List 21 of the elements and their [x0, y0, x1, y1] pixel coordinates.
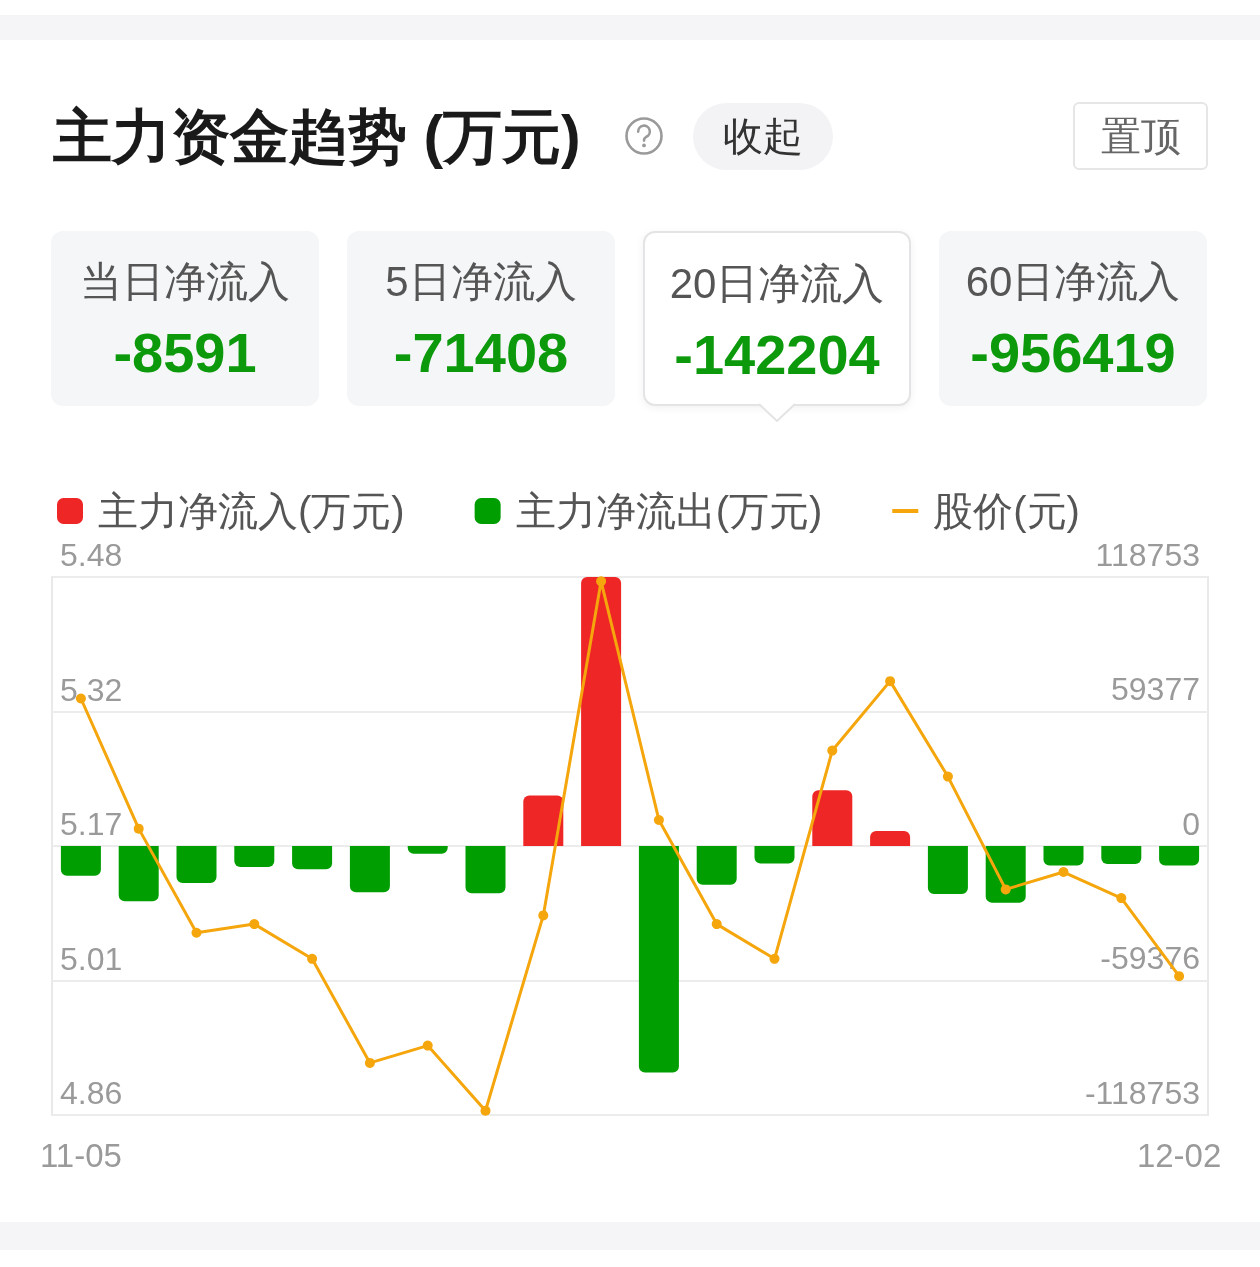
y-tick-label: 5.17: [60, 806, 123, 842]
text: 主力资金趋势 (万元): [53, 104, 581, 170]
stat-card: 20日净流入 -142204: [643, 231, 911, 406]
collapse-button: 收起: [693, 103, 833, 170]
y-tick-label: 4.86: [60, 1075, 123, 1111]
legend-label: 主力净流入(万元): [98, 489, 405, 533]
y-tick-label: 5.01: [60, 940, 123, 977]
y-tick-label: 5.48: [60, 537, 123, 573]
stat-card: 60日净流入 -956419: [939, 231, 1207, 406]
legend-label: 主力净流出(万元): [515, 489, 823, 533]
y2-tick-label: 0: [1182, 806, 1200, 842]
x-tick-label: 11-05: [39, 1137, 122, 1174]
pin-button: 置顶: [1073, 102, 1208, 170]
x-tick-label: 12-02: [1136, 1137, 1222, 1174]
y2-tick-label: 118753: [1095, 537, 1200, 573]
stat-card: 5日净流入 -71408: [347, 231, 615, 406]
legend-label: 股价(元): [933, 489, 1080, 533]
y-tick-label: 5.32: [60, 671, 123, 708]
stat-card: 当日净流入 -8591: [51, 231, 319, 406]
y2-tick-label: -118753: [1084, 1075, 1200, 1111]
y2-tick-label: 59377: [1111, 671, 1200, 708]
